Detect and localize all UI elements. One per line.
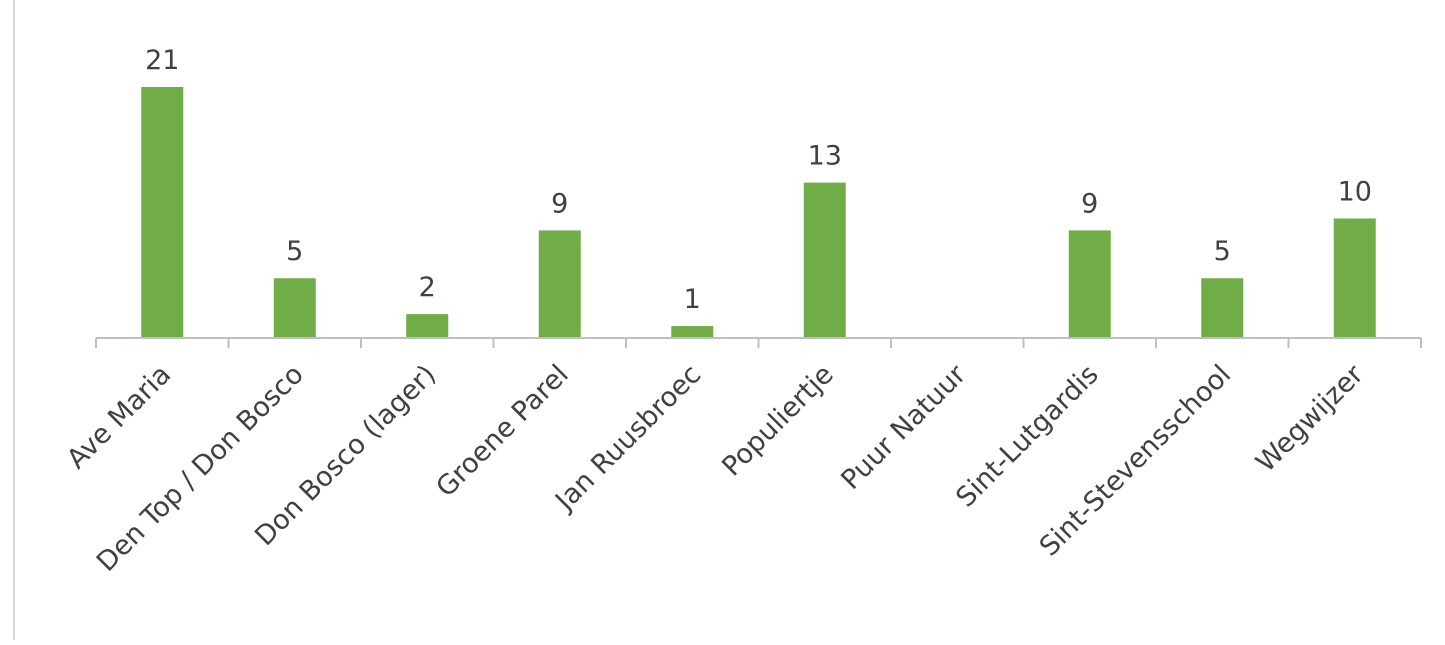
bar [273,278,316,338]
data-label: 9 [1081,188,1098,219]
data-label: 21 [145,45,179,76]
data-label: 2 [419,272,436,303]
bar [671,326,714,338]
bar [1201,278,1244,338]
x-tick-label: Ave Maria [61,359,177,475]
bar [803,182,846,338]
data-label: 9 [551,188,568,219]
data-label: 10 [1338,176,1372,207]
bar [538,230,581,338]
x-tick-label: Wegwijzer [1250,358,1370,478]
x-tick-label: Groene Parel [430,359,574,503]
bars-layer [141,87,1376,338]
x-tick-label: Puur Natuur [835,358,972,495]
x-tick-label: Populiertje [716,359,839,482]
bar [1333,218,1376,338]
frame-left-border [13,0,15,640]
x-tick-label: Sint-Lutgardis [950,359,1104,513]
data-label: 13 [808,141,842,172]
data-label: 1 [684,284,701,315]
data-label: 5 [1214,236,1231,267]
data-labels-layer: 21 5 2 9 1 13 9 5 10 [145,45,1372,315]
bar [141,87,184,338]
bar [406,314,449,338]
x-axis [95,337,1422,348]
data-label: 5 [286,236,303,267]
bar [1068,230,1111,338]
